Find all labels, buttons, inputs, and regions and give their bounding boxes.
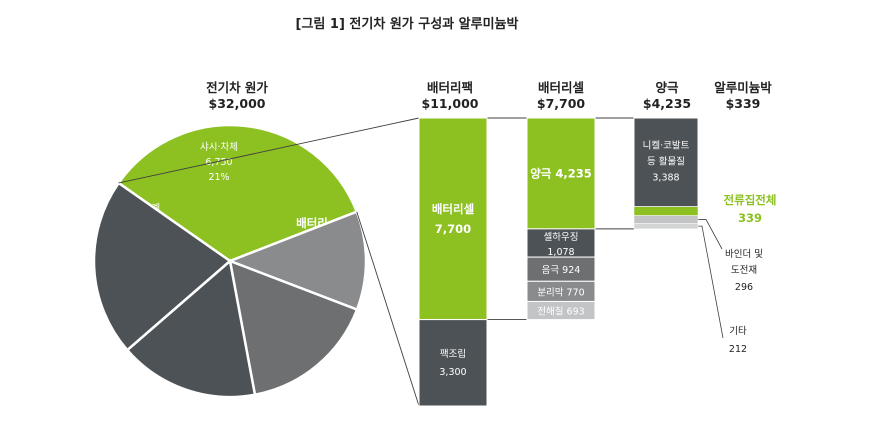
col3-title: 양극 xyxy=(655,80,679,95)
foil-total: $339 xyxy=(726,96,761,111)
leader-line xyxy=(698,225,724,339)
bar-label: 음극 924 xyxy=(542,265,581,276)
bar-segment xyxy=(526,256,596,282)
bar-label-name: 전류집전체 xyxy=(724,193,777,207)
figure-title: [그림 1] 전기차 원가 구성과 알루미늄박 xyxy=(296,16,519,32)
bar-segment xyxy=(418,117,488,321)
bar-label-value: 7,700 xyxy=(435,222,471,236)
col1-total: $11,000 xyxy=(422,96,479,111)
pie-slice-3 xyxy=(125,258,257,399)
col2-total: $7,700 xyxy=(537,96,586,111)
pie-slice-2 xyxy=(228,259,359,397)
bar-label-name: 니켈·코발트 xyxy=(643,139,690,151)
bar-label-name: 기타 xyxy=(729,326,747,337)
bar-label-name: 등 활물질 xyxy=(647,155,685,167)
pie-title: 전기차 원가 xyxy=(206,80,268,95)
foil-title: 알루미늄박 xyxy=(714,80,772,95)
bar-label-value: 339 xyxy=(738,211,762,225)
bar-segment xyxy=(633,206,699,216)
bar-label-value: 296 xyxy=(735,282,753,293)
pie-slice-4 xyxy=(92,181,233,352)
col3-total: $4,235 xyxy=(643,96,691,111)
connector-line xyxy=(118,117,420,184)
pie-label-name: 샤시·차체 xyxy=(200,141,238,153)
bar-label-value: 1,078 xyxy=(547,247,574,258)
col1-title: 배터리팩 xyxy=(427,80,473,95)
pie-label-pct: 21% xyxy=(208,172,229,183)
bar-segment xyxy=(633,215,699,224)
bar-label-value: 3,388 xyxy=(652,172,679,183)
leader-line xyxy=(698,219,723,250)
bar-label-value: 3,300 xyxy=(439,367,466,378)
bar-segment xyxy=(526,228,596,258)
bar-label-name: 도전재 xyxy=(731,265,757,276)
bar-label: 분리막 770 xyxy=(537,287,584,298)
col2-title: 배터리셀 xyxy=(538,80,584,95)
connector-lines xyxy=(118,117,724,407)
connector-line xyxy=(356,211,420,407)
bar-segment xyxy=(526,117,596,230)
bar-label: 양극 4,235 xyxy=(530,166,592,180)
bar-segment xyxy=(418,319,488,407)
bar-label-value: 212 xyxy=(729,344,747,355)
pie-chart: 배터리11,00034%인테리어·전자장치3,75012%가공비·물류·기타5,… xyxy=(92,123,368,399)
pie-slice-0 xyxy=(116,123,359,263)
bar-label-name: 바인더 및 xyxy=(725,248,763,260)
bar-segment xyxy=(526,300,596,321)
bar-label: 전해질 693 xyxy=(537,306,584,318)
bar-label-name: 배터리셀 xyxy=(432,202,474,216)
bar-segment xyxy=(633,117,699,208)
pie-total: $32,000 xyxy=(209,96,266,111)
bar-segment xyxy=(633,223,699,230)
bar-label-name: 셀하우징 xyxy=(544,231,579,243)
pie-label-value: 6,750 xyxy=(205,157,232,168)
stacked-bars: 배터리셀 7,700 팩조립 3,300 양극 4,235 셀하우징 1,078 음극 924… xyxy=(418,117,777,407)
bar-label-name: 팩조립 xyxy=(440,348,466,360)
